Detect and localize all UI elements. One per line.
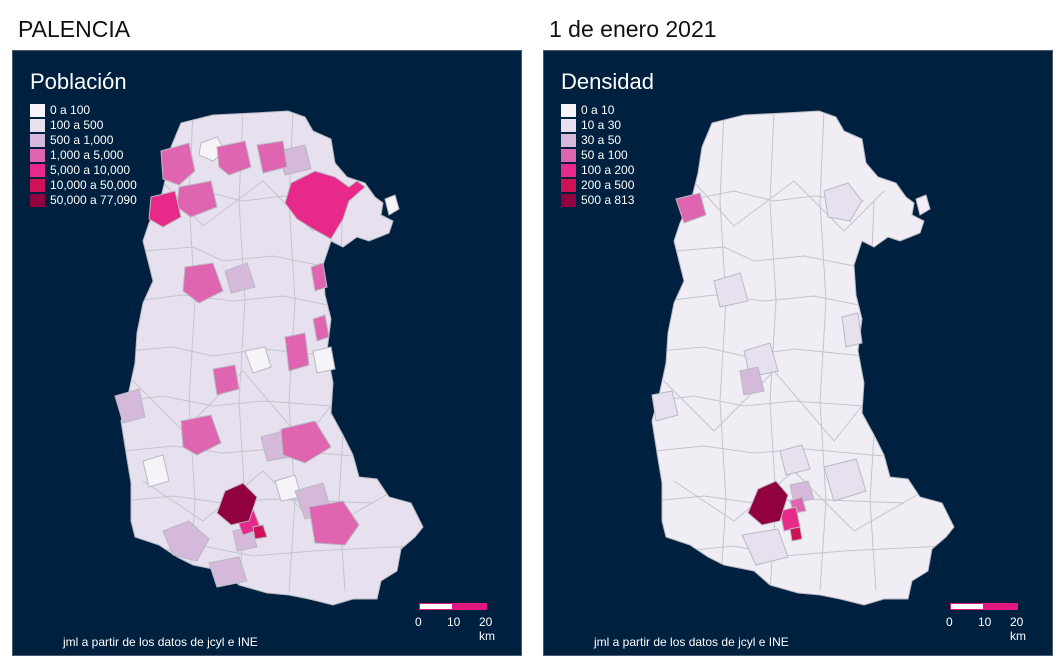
scale-bar: 0 10 20 km [407,597,507,643]
legend-item: 100 a 500 [29,118,137,133]
legend-item: 200 a 500 [560,178,634,193]
density-map [651,110,955,606]
legend-label: 5,000 a 10,000 [50,163,131,177]
legend-label: 10 a 30 [581,118,622,132]
legend-label: 500 a 1,000 [50,133,114,147]
scale-bar: 0 10 20 km [938,597,1038,643]
scale-tick: 10 [978,615,992,629]
legend-item: 0 a 10 [560,103,634,118]
legend-label: 50 a 100 [581,148,628,162]
legend-label: 500 a 813 [581,193,635,207]
left-heading: PALENCIA [18,16,131,42]
legend-swatch [29,193,46,208]
population-map [114,110,424,606]
legend-label: 30 a 50 [581,133,622,147]
legend-item: 5,000 a 10,000 [29,163,137,178]
credit-text: jml a partir de los datos de jcyl e INE [594,635,789,649]
legend-swatch [560,163,577,178]
legend-label: 100 a 200 [581,163,635,177]
legend-item: 0 a 100 [29,103,137,118]
scale-segment [950,603,984,610]
legend-label: 10,000 a 50,000 [50,178,137,192]
legend-swatch [29,118,46,133]
scale-tick: 20 km [1010,615,1026,643]
province-shape [651,110,955,606]
legend-swatch [560,133,577,148]
province-shape [114,110,424,606]
legend-swatch [560,148,577,163]
scale-segment [453,603,487,610]
legend-label: 0 a 10 [581,103,615,117]
legend-item: 50,000 a 77,090 [29,193,137,208]
legend-item: 500 a 1,000 [29,133,137,148]
scale-tick: 10 [447,615,461,629]
legend-title: Población [30,69,127,94]
legend-label: 100 a 500 [50,118,104,132]
legend-swatch [29,148,46,163]
scale-tick: 0 [415,615,422,629]
legend-swatch [560,103,577,118]
legend-item: 10 a 30 [560,118,634,133]
density-map-panel: Densidad 0 a 10 10 a 30 30 a 50 50 a 100… [543,50,1053,656]
legend-swatch [29,103,46,118]
legend-swatch [29,163,46,178]
legend-item: 100 a 200 [560,163,634,178]
legend-swatch [29,178,46,193]
legend-item: 10,000 a 50,000 [29,178,137,193]
population-map-panel: Población 0 a 100 100 a 500 500 a 1,000 … [12,50,522,656]
right-heading: 1 de enero 2021 [549,16,717,42]
legend-label: 0 a 100 [50,103,91,117]
legend-label: 50,000 a 77,090 [50,193,137,207]
credit-text: jml a partir de los datos de jcyl e INE [63,635,258,649]
legend-title: Densidad [561,69,654,94]
legend-swatch [560,118,577,133]
legend-item: 500 a 813 [560,193,634,208]
legend-swatch [560,193,577,208]
legend-swatch [29,133,46,148]
scale-tick: 20 km [479,615,495,643]
scale-tick: 0 [946,615,953,629]
legend: 0 a 100 100 a 500 500 a 1,000 1,000 a 5,… [29,103,137,208]
legend-label: 1,000 a 5,000 [50,148,124,162]
legend-item: 30 a 50 [560,133,634,148]
legend: 0 a 10 10 a 30 30 a 50 50 a 100 100 a 20… [560,103,634,208]
legend-swatch [560,178,577,193]
legend-item: 1,000 a 5,000 [29,148,137,163]
scale-segment [984,603,1018,610]
scale-segment [419,603,453,610]
legend-label: 200 a 500 [581,178,635,192]
legend-item: 50 a 100 [560,148,634,163]
